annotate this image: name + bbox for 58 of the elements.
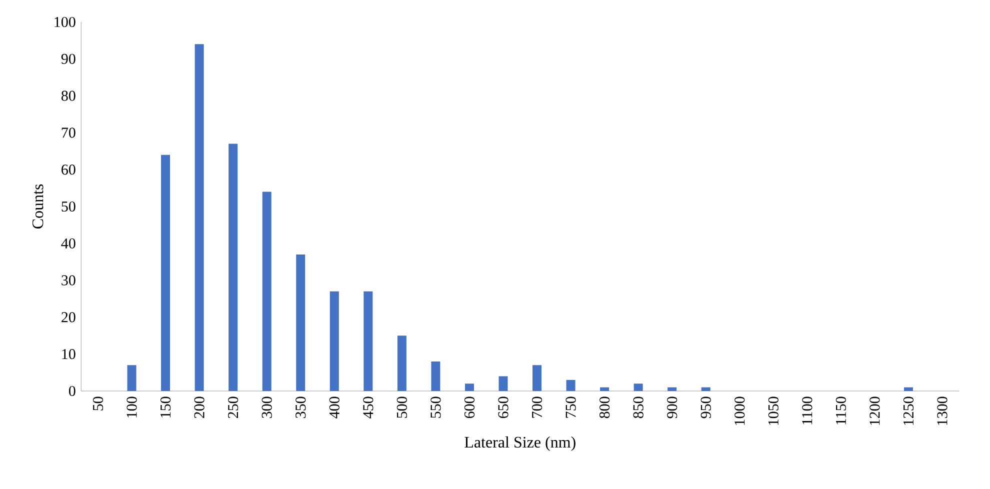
bar xyxy=(566,380,576,391)
y-tick-label: 100 xyxy=(54,16,76,28)
x-tick-label: 1100 xyxy=(802,396,812,424)
bar xyxy=(364,291,373,391)
x-tick-label: 350 xyxy=(296,396,306,418)
x-tick-label: 1000 xyxy=(734,396,745,425)
bar xyxy=(498,376,508,391)
x-tick-label: 900 xyxy=(667,396,678,418)
bar xyxy=(330,291,339,391)
x-tick-label: 1150 xyxy=(836,396,846,424)
x-tick-label: 200 xyxy=(194,396,204,418)
bar xyxy=(228,144,238,391)
x-tick-label: 850 xyxy=(633,396,644,418)
x-tick-label: 100 xyxy=(126,396,137,418)
bar xyxy=(194,44,204,391)
x-tick-label: 1050 xyxy=(768,396,778,425)
y-tick-label: 50 xyxy=(62,201,76,212)
x-tick-label: 50 xyxy=(92,396,104,410)
bar xyxy=(904,387,913,391)
bar xyxy=(600,387,610,391)
x-tick-label: 1250 xyxy=(903,396,914,425)
x-tick-label: 400 xyxy=(329,396,340,418)
y-tick-label: 40 xyxy=(61,238,76,248)
x-tick-label: 300 xyxy=(262,396,272,418)
x-tick-label: 750 xyxy=(566,396,576,418)
bar xyxy=(431,361,440,391)
x-tick-label: 550 xyxy=(430,396,441,418)
x-tick-label: 950 xyxy=(700,396,711,418)
bar xyxy=(668,387,677,391)
x-tick-label: 450 xyxy=(363,396,374,418)
bar xyxy=(296,254,306,391)
y-tick-label: 10 xyxy=(62,349,76,360)
x-tick-label: 600 xyxy=(464,396,475,418)
bar xyxy=(464,384,474,391)
x-tick-label: 800 xyxy=(599,396,610,418)
y-tick-label: 90 xyxy=(61,54,76,64)
x-tick-label: 150 xyxy=(160,396,171,418)
bar xyxy=(161,154,170,391)
bar xyxy=(397,336,406,391)
bar xyxy=(127,365,136,391)
x-tick-label: 250 xyxy=(228,396,238,418)
y-tick-label: 20 xyxy=(62,312,76,322)
y-tick-label: 0 xyxy=(68,386,76,396)
x-tick-label: 700 xyxy=(532,396,542,418)
y-tick-label: 80 xyxy=(61,90,76,101)
bar xyxy=(634,384,643,391)
x-tick-label: 1300 xyxy=(937,396,948,425)
x-tick-label: 500 xyxy=(396,396,407,418)
y-axis-title: Counts xyxy=(32,184,44,229)
bar xyxy=(262,192,272,391)
y-tick-label: 70 xyxy=(62,128,76,138)
x-tick-label: 1200 xyxy=(870,396,880,425)
bar xyxy=(701,387,710,391)
y-tick-label: 30 xyxy=(62,275,76,286)
bar xyxy=(532,365,542,391)
x-axis-title: Lateral Size (nm) xyxy=(464,436,576,451)
x-tick-label: 650 xyxy=(498,396,508,418)
y-tick-label: 60 xyxy=(62,164,76,175)
